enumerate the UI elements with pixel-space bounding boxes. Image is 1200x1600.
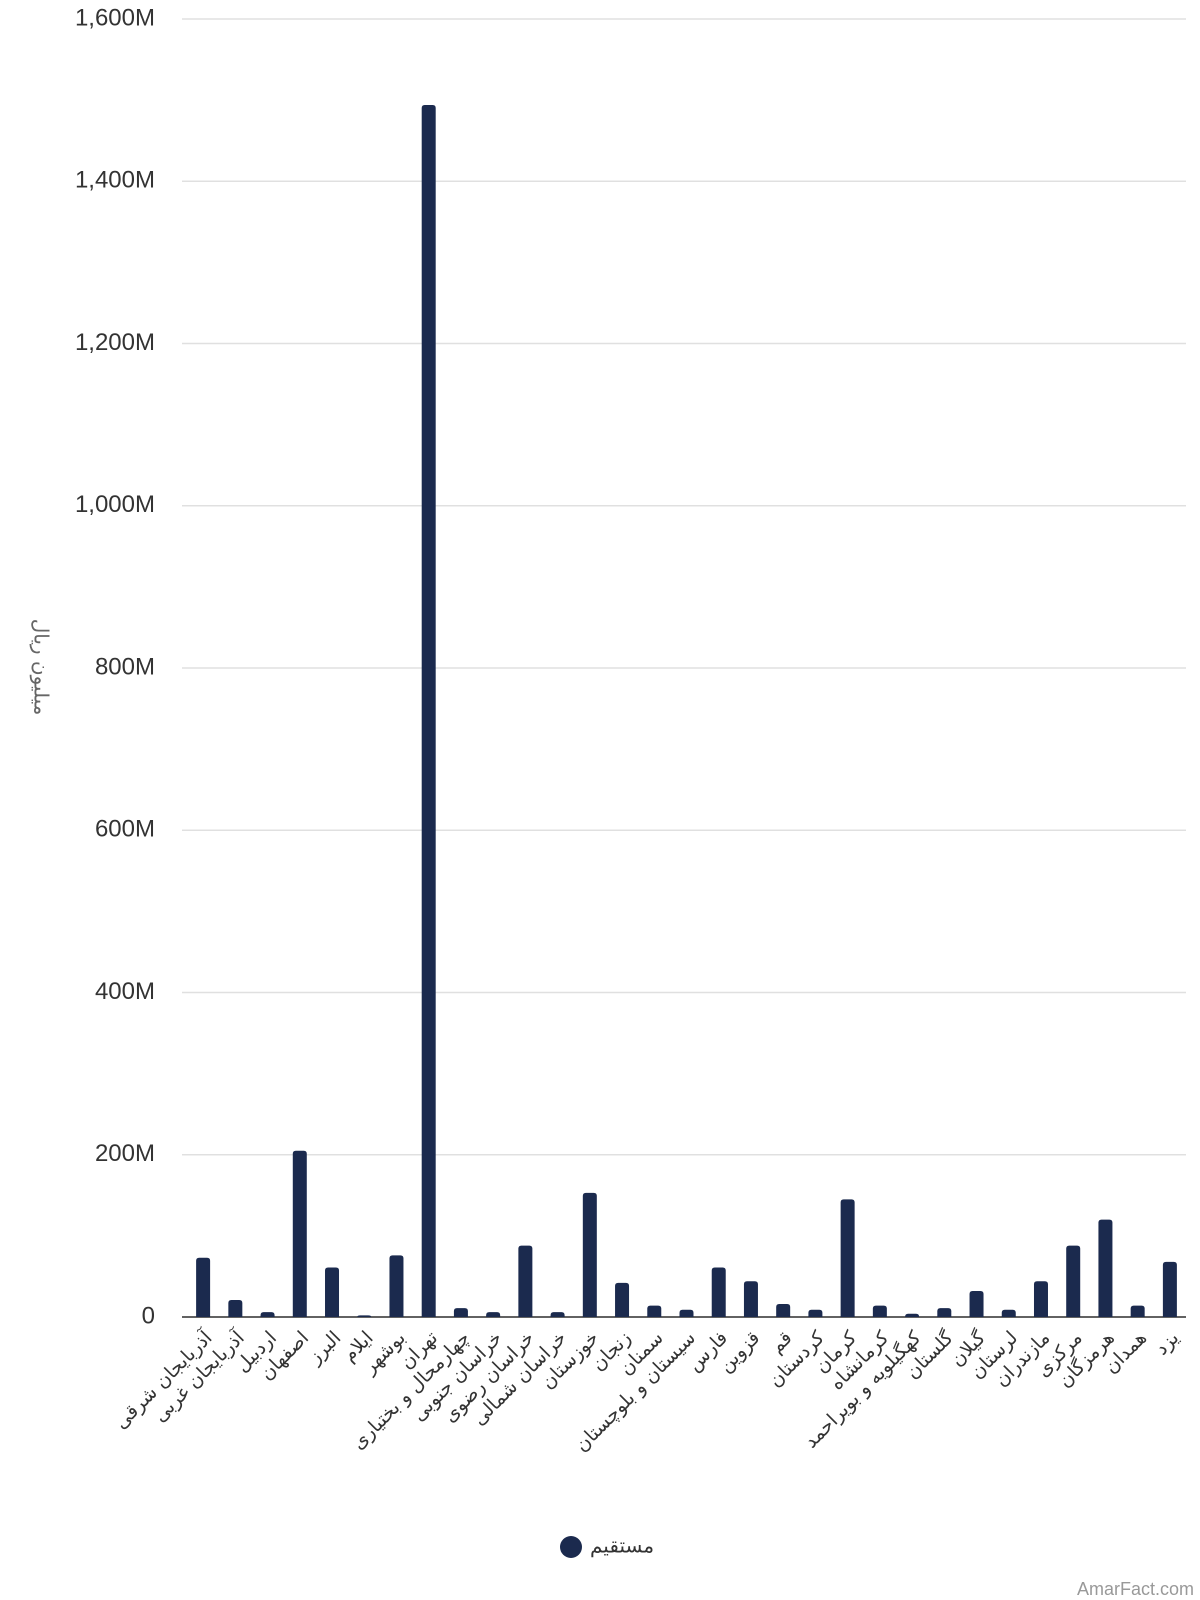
bar — [196, 1257, 211, 1317]
legend-label: مستقیم — [590, 1534, 654, 1558]
bar — [840, 1199, 855, 1317]
bar — [937, 1308, 952, 1317]
bar — [357, 1315, 372, 1317]
x-tick-label: یزد — [1151, 1327, 1184, 1360]
bar — [647, 1305, 662, 1317]
bar — [292, 1150, 307, 1317]
bar — [518, 1245, 533, 1317]
bar — [389, 1255, 404, 1317]
bar — [486, 1312, 501, 1317]
bar — [776, 1304, 791, 1317]
y-tick-label: 600M — [95, 816, 155, 843]
bar — [453, 1308, 468, 1317]
bar — [325, 1267, 340, 1317]
bar — [711, 1267, 726, 1317]
bar — [421, 104, 436, 1317]
bar — [1033, 1281, 1048, 1317]
y-tick-label: 1,400M — [75, 167, 155, 194]
bar — [582, 1192, 597, 1317]
bar — [872, 1305, 887, 1317]
bar — [615, 1282, 630, 1317]
bar — [550, 1312, 565, 1317]
y-tick-label: 800M — [95, 653, 155, 680]
bar — [1066, 1245, 1081, 1317]
watermark: AmarFact.com — [1077, 1579, 1194, 1599]
x-tick-label: البرز — [303, 1327, 345, 1369]
bar — [808, 1309, 823, 1317]
legend-marker — [560, 1536, 582, 1558]
bar — [1001, 1309, 1016, 1317]
y-tick-label: 1,600M — [75, 4, 155, 31]
bar — [228, 1299, 243, 1317]
y-tick-label: 0 — [142, 1302, 155, 1329]
bar — [743, 1281, 758, 1317]
bar — [1162, 1261, 1177, 1317]
bar — [260, 1312, 275, 1317]
bar — [679, 1309, 694, 1317]
bar — [969, 1291, 984, 1317]
y-tick-label: 1,000M — [75, 491, 155, 518]
y-tick-label: 200M — [95, 1140, 155, 1167]
y-tick-label: 1,200M — [75, 329, 155, 356]
bar — [905, 1313, 920, 1317]
y-tick-label: 400M — [95, 978, 155, 1005]
y-axis-title: میلیون ریال — [30, 619, 54, 716]
bar — [1130, 1305, 1145, 1317]
bar — [1098, 1219, 1113, 1317]
